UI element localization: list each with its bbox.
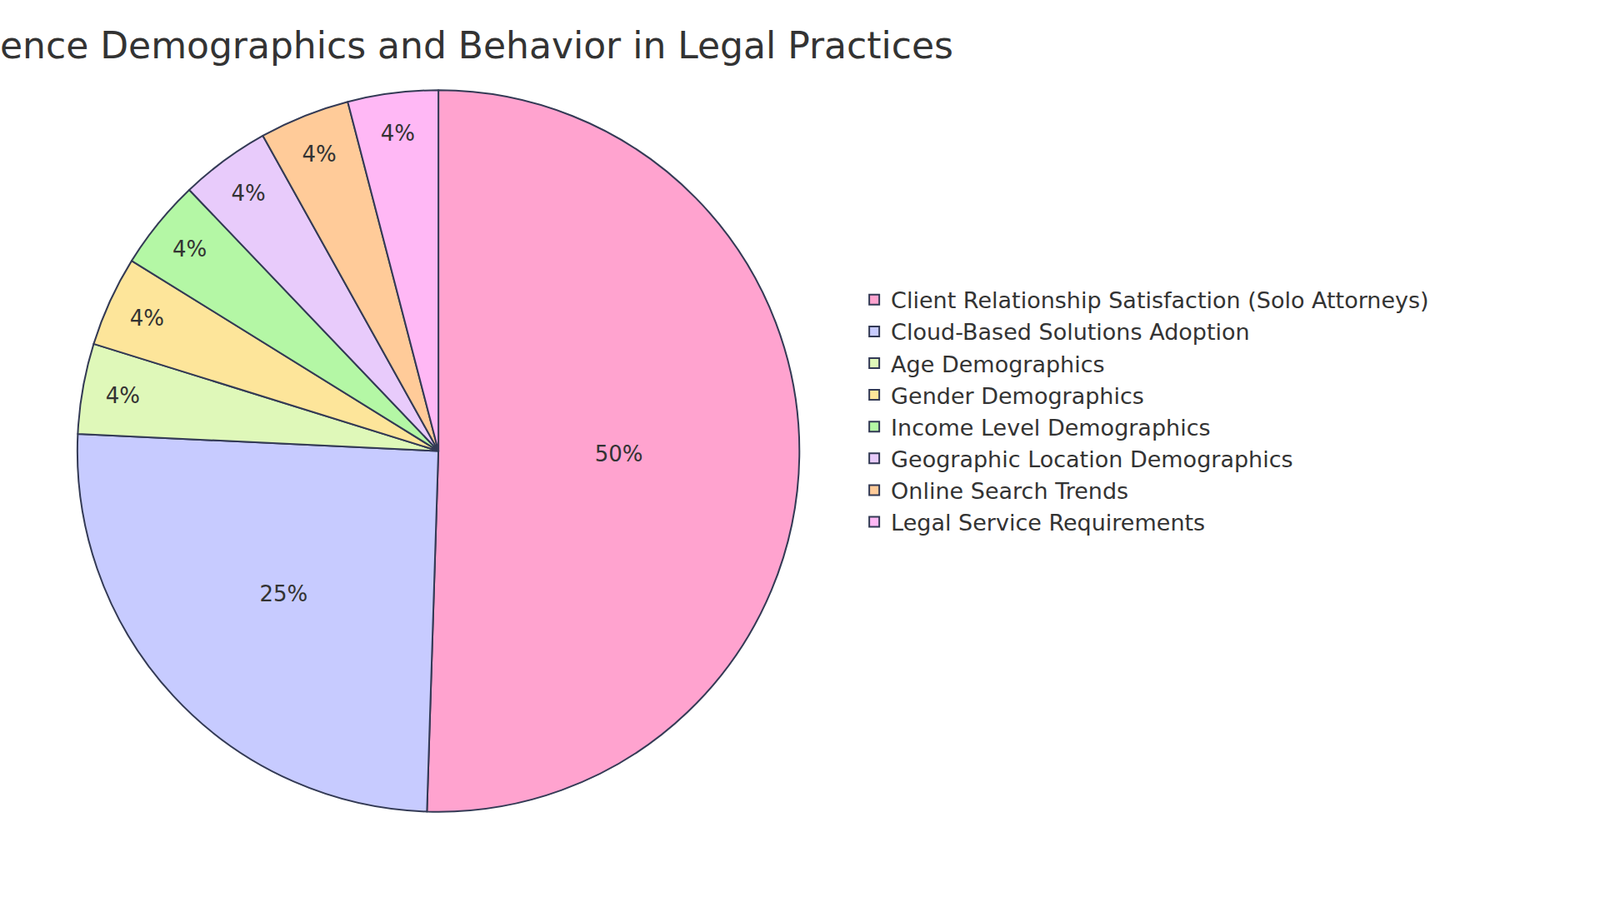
svg-text:4%: 4% [302, 141, 337, 167]
svg-text:25%: 25% [259, 581, 308, 607]
svg-text:50%: 50% [595, 441, 644, 467]
svg-text:4%: 4% [380, 120, 415, 146]
svg-text:Age Demographics: Age Demographics [890, 351, 1105, 378]
svg-text:Geographic Location Demographi: Geographic Location Demographics [890, 446, 1293, 473]
svg-text:Client Relationship Satisfacti: Client Relationship Satisfaction (Solo A… [890, 287, 1430, 314]
svg-text:Income Level Demographics: Income Level Demographics [890, 415, 1210, 441]
svg-text:Legal Service Requirements: Legal Service Requirements [890, 510, 1205, 536]
svg-text:4%: 4% [172, 236, 207, 262]
svg-text:ence Demographics and Behavior: ence Demographics and Behavior in Legal … [0, 24, 954, 67]
svg-text:4%: 4% [130, 305, 165, 331]
svg-text:Gender Demographics: Gender Demographics [890, 383, 1145, 410]
svg-text:Cloud-Based Solutions Adoption: Cloud-Based Solutions Adoption [890, 319, 1250, 345]
svg-text:4%: 4% [230, 180, 265, 206]
svg-text:Online Search Trends: Online Search Trends [890, 478, 1129, 505]
svg-text:4%: 4% [105, 383, 140, 409]
